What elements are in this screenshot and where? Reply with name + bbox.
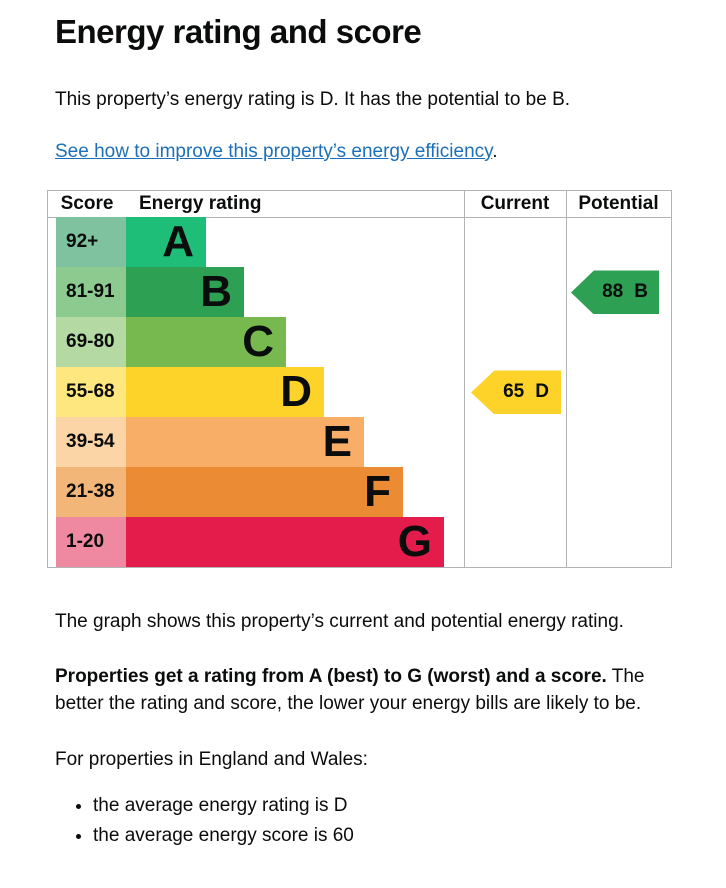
graph-caption: The graph shows this property’s current … <box>55 611 624 633</box>
band-bar-d: D <box>126 367 324 418</box>
column-header-energy-rating: Energy rating <box>139 193 262 215</box>
current-rating-arrow: 65 D <box>471 370 561 415</box>
band-bar-a: A <box>126 217 206 268</box>
current-column-divider <box>464 191 465 568</box>
graph-bands: 92+ A 81-91 B 69-80 C 55-68 D 39-54 E 21… <box>48 217 444 568</box>
region-heading: For properties in England and Wales: <box>55 749 368 771</box>
potential-score: 88 <box>602 281 624 303</box>
band-row-d: 55-68 D <box>48 367 444 418</box>
score-range-c: 69-80 <box>56 317 126 368</box>
score-range-g: 1-20 <box>56 517 126 568</box>
potential-band: B <box>634 281 648 303</box>
column-header-current: Current <box>480 193 550 215</box>
band-row-b: 81-91 B <box>48 267 444 318</box>
improve-efficiency-link[interactable]: See how to improve this property’s energ… <box>55 140 493 162</box>
band-bar-f: F <box>126 467 403 518</box>
score-range-f: 21-38 <box>56 467 126 518</box>
rating-explanation-bold: Properties get a rating from A (best) to… <box>55 666 607 688</box>
band-row-f: 21-38 F <box>48 467 444 518</box>
rating-explanation-rest: The better the rating and score, the low… <box>55 666 645 714</box>
score-range-a: 92+ <box>56 217 126 268</box>
averages-list: the average energy rating is D the avera… <box>55 794 681 848</box>
graph-header-row: Score Energy rating Current Potential <box>48 191 671 217</box>
potential-column-divider <box>566 191 567 568</box>
band-row-a: 92+ A <box>48 217 444 268</box>
improve-link-line: See how to improve this property’s energ… <box>55 139 681 166</box>
band-row-c: 69-80 C <box>48 317 444 368</box>
rating-explanation: Properties get a rating from A (best) to… <box>55 664 680 717</box>
link-period: . <box>492 140 498 162</box>
current-band: D <box>535 381 549 403</box>
band-row-g: 1-20 G <box>48 517 444 568</box>
band-bar-c: C <box>126 317 286 368</box>
header-underline <box>48 217 671 219</box>
energy-rating-graph: Score Energy rating Current Potential 92… <box>47 190 672 569</box>
list-item: the average energy rating is D <box>93 794 681 819</box>
band-row-e: 39-54 E <box>48 417 444 468</box>
current-score: 65 <box>503 381 525 403</box>
epc-page: Energy rating and score This property’s … <box>0 13 726 848</box>
intro-text: This property’s energy rating is D. It h… <box>55 89 571 111</box>
column-header-score: Score <box>60 193 114 215</box>
band-bar-g: G <box>126 517 444 568</box>
score-range-e: 39-54 <box>56 417 126 468</box>
column-header-potential: Potential <box>578 193 659 215</box>
list-item: the average energy score is 60 <box>93 824 681 849</box>
band-bar-e: E <box>126 417 364 468</box>
score-range-b: 81-91 <box>56 267 126 318</box>
page-title: Energy rating and score <box>55 13 422 50</box>
score-range-d: 55-68 <box>56 367 126 418</box>
band-bar-b: B <box>126 267 244 318</box>
potential-rating-arrow: 88 B <box>571 270 659 315</box>
